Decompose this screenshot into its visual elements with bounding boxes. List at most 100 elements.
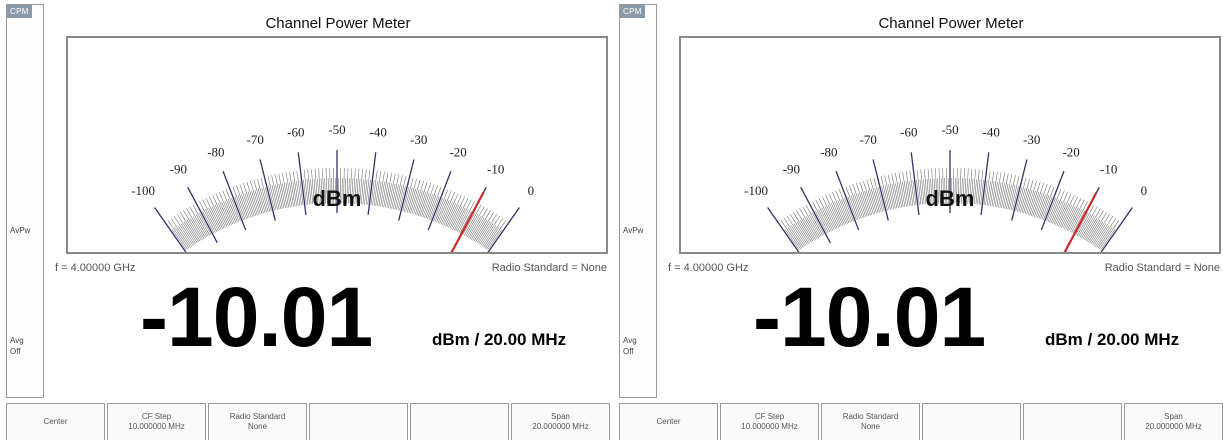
meter-minor-ticks — [164, 168, 510, 252]
meter-major-tick — [1011, 159, 1028, 221]
meter-scale-label: -100 — [744, 183, 768, 198]
meter-major-tick — [187, 186, 218, 244]
softkey-radio-standard[interactable]: Radio Standard None — [208, 403, 307, 440]
meter-scale-label: -70 — [247, 132, 264, 147]
softkey-center[interactable]: Center — [6, 403, 105, 440]
meter-scale-label: -70 — [860, 132, 877, 147]
frequency-readout: f = 4.00000 GHz — [668, 262, 749, 274]
meter-scale-label: -10 — [1100, 162, 1117, 177]
cpm-panel-left: CPM AvPw Avg Off Channel Power Meter -10… — [0, 0, 611, 440]
meter-scale-label: -20 — [1062, 144, 1079, 159]
meter-scale-label: -10 — [487, 162, 504, 177]
mode-tag[interactable]: CPM — [7, 5, 32, 18]
softkey-value: None — [860, 422, 881, 431]
meter-title: Channel Power Meter — [878, 15, 1024, 32]
meter-unit-label: dBm — [926, 186, 975, 211]
radio-standard-readout: Radio Standard = None — [1104, 262, 1220, 274]
meter-unit-label: dBm — [313, 186, 362, 211]
softkey-label: Span — [551, 412, 570, 421]
meter-major-tick — [835, 170, 860, 231]
meter-scale-label: -40 — [370, 125, 387, 140]
averaging-indicator[interactable]: Avg Off — [623, 335, 637, 357]
meter-scale-label: -90 — [170, 162, 187, 177]
meter-scale-label: -50 — [941, 122, 958, 137]
softkey-value: None — [247, 422, 268, 431]
meter-needle — [450, 191, 485, 252]
avg-power-label[interactable]: AvPw — [623, 226, 644, 235]
avg-power-label[interactable]: AvPw — [10, 226, 31, 235]
meter-major-tick — [980, 152, 990, 215]
softkey-blank-1[interactable] — [922, 403, 1021, 440]
meter-major-tick — [800, 186, 831, 244]
softkey-blank-2[interactable] — [1023, 403, 1122, 440]
averaging-label: Avg — [623, 336, 637, 345]
meter-scale-label: -60 — [900, 125, 917, 140]
softkey-value: 20.000000 MHz — [1145, 422, 1202, 431]
mode-tag[interactable]: CPM — [620, 5, 645, 18]
meter-major-tick — [297, 152, 307, 215]
meter-scale-label: -50 — [328, 122, 345, 137]
meter-major-tick — [1100, 207, 1133, 252]
meter-scale-label: 0 — [1141, 183, 1148, 198]
meter-scale-label: -80 — [207, 144, 224, 159]
meter-major-tick — [427, 170, 452, 231]
meter-scale-label: -30 — [410, 132, 427, 147]
softkey-bar: Center CF Step 10.000000 MHz Radio Stand… — [6, 403, 610, 440]
meter-major-tick — [367, 152, 377, 215]
meter-scale-label: -40 — [983, 125, 1000, 140]
meter-major-tick — [154, 207, 187, 252]
power-reading-value: -10.01 — [140, 270, 373, 364]
side-menu: CPM AvPw Avg Off — [6, 4, 44, 398]
meter-major-tick — [767, 207, 800, 252]
meter-scale-label: -100 — [131, 183, 155, 198]
softkey-label: CF Step — [754, 412, 785, 421]
analog-meter: -100 -90 -80 -70 -60 -50 -40 -30 -20 -10 0 dBm — [679, 36, 1221, 254]
softkey-bar: Center CF Step 10.000000 MHz Radio Stand… — [619, 403, 1223, 440]
meter-major-tick — [872, 159, 889, 221]
frequency-readout: f = 4.00000 GHz — [55, 262, 136, 274]
averaging-label: Avg — [10, 336, 24, 345]
meter-scale-label: -80 — [820, 144, 837, 159]
power-reading-unit: dBm / 20.00 MHz — [432, 330, 567, 349]
meter-needle — [1063, 191, 1098, 252]
softkey-label: Center — [656, 417, 681, 426]
meter-scale-label: -30 — [1023, 132, 1040, 147]
meter-major-tick — [259, 159, 276, 221]
power-reading-value: -10.01 — [753, 270, 986, 364]
meter-title: Channel Power Meter — [265, 15, 411, 32]
meter-scale-label: -90 — [783, 162, 800, 177]
cpm-panel-right: CPM AvPw Avg Off Channel Power Meter -10… — [613, 0, 1223, 440]
averaging-indicator[interactable]: Avg Off — [10, 335, 24, 357]
power-reading-unit: dBm / 20.00 MHz — [1045, 330, 1180, 349]
softkey-label: Radio Standard — [842, 412, 899, 421]
meter-major-tick — [398, 159, 415, 221]
softkey-center[interactable]: Center — [619, 403, 718, 440]
meter-major-tick — [222, 170, 247, 231]
meter-minor-ticks — [777, 168, 1123, 252]
radio-standard-readout: Radio Standard = None — [491, 262, 607, 274]
softkey-value: 10.000000 MHz — [741, 422, 798, 431]
side-menu: CPM AvPw Avg Off — [619, 4, 657, 398]
softkey-label: Radio Standard — [229, 412, 286, 421]
softkey-blank-2[interactable] — [410, 403, 509, 440]
softkey-cf-step[interactable]: CF Step 10.000000 MHz — [107, 403, 206, 440]
softkey-label: Span — [1164, 412, 1183, 421]
analog-meter: -100 -90 -80 -70 -60 -50 -40 -30 -20 -10 0 dBm — [66, 36, 608, 254]
softkey-label: Center — [43, 417, 68, 426]
averaging-state: Off — [623, 347, 634, 356]
softkey-label: CF Step — [141, 412, 172, 421]
meter-major-tick — [1040, 170, 1065, 231]
softkey-blank-1[interactable] — [309, 403, 408, 440]
softkey-value: 20.000000 MHz — [532, 422, 589, 431]
softkey-value: 10.000000 MHz — [128, 422, 185, 431]
averaging-state: Off — [10, 347, 21, 356]
softkey-cf-step[interactable]: CF Step 10.000000 MHz — [720, 403, 819, 440]
softkey-radio-standard[interactable]: Radio Standard None — [821, 403, 920, 440]
meter-scale-label: 0 — [528, 183, 535, 198]
meter-scale-label: -60 — [287, 125, 304, 140]
softkey-span[interactable]: Span 20.000000 MHz — [1124, 403, 1223, 440]
softkey-span[interactable]: Span 20.000000 MHz — [511, 403, 610, 440]
meter-scale-label: -20 — [449, 144, 466, 159]
